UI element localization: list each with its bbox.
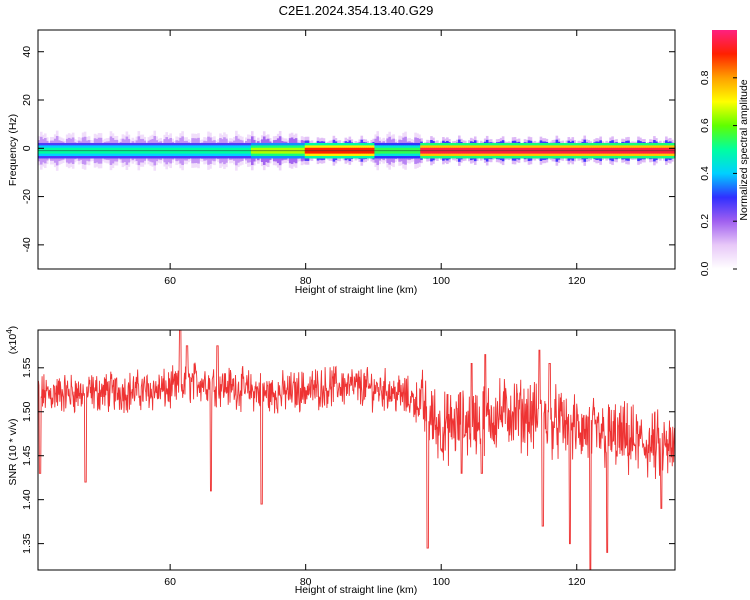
snr-y-tick-label: 1.40	[21, 489, 33, 510]
chart-title: C2E1.2024.354.13.40.G29	[279, 3, 434, 18]
spectrogram-band	[38, 130, 676, 171]
spectrogram-frame	[37, 29, 676, 270]
snr-y-scale-label: (x104)	[5, 326, 19, 354]
colorbar-gradient	[712, 30, 737, 269]
colorbar-tick-label: 0.6	[699, 118, 711, 133]
spectrogram-x-tick-label: 80	[300, 275, 312, 287]
snr-x-tick-label: 100	[432, 576, 450, 588]
spectrogram-panel: 60 80 100 120 40 20 0 -20 -40 Height of straigh…	[7, 29, 676, 296]
snr-y-tick-label: 1.55	[21, 357, 33, 378]
snr-scale-base: (x10	[7, 334, 19, 355]
snr-scale-exponent: 4	[5, 329, 14, 334]
snr-y-tick-label: 1.50	[21, 401, 33, 422]
snr-y-axis-label: SNR (10 * v/v)	[7, 418, 19, 485]
snr-frame	[37, 329, 676, 571]
snr-x-tick-label: 120	[568, 576, 586, 588]
spectrogram-y-tick-label: -20	[21, 189, 33, 204]
colorbar-label: Normalized spectral amplitude	[738, 79, 750, 220]
colorbar-tick-label: 0.0	[699, 262, 711, 277]
colorbar-tick-label: 0.4	[699, 166, 711, 181]
spectrogram-y-tick-label: -40	[21, 237, 33, 252]
spectrogram-x-tick-label: 120	[568, 275, 586, 287]
spectrogram-x-tick-label: 60	[164, 275, 176, 287]
colorbar: 0.0 0.2 0.4 0.6 0.8 Normalized spectral ampl…	[699, 30, 750, 276]
snr-y-tick-label: 1.45	[21, 445, 33, 466]
colorbar-tick-label: 0.8	[699, 70, 711, 85]
spectrogram-y-tick-label: 0	[21, 145, 33, 151]
colorbar-tick-label: 0.2	[699, 214, 711, 229]
snr-x-tick-label: 80	[300, 576, 312, 588]
spectrogram-x-tick-label: 100	[432, 275, 450, 287]
spectrogram-y-axis-label: Frequency (Hz)	[7, 114, 19, 186]
snr-x-tick-label: 60	[164, 576, 176, 588]
spectrogram-x-axis-label: Height of straight line (km)	[295, 284, 418, 296]
spectrogram-y-tick-label: 40	[21, 46, 33, 58]
snr-series-line	[38, 330, 675, 570]
snr-y-tick-label: 1.35	[21, 533, 33, 554]
snr-x-axis-label: Height of straight line (km)	[295, 584, 418, 596]
spectrogram-y-tick-label: 20	[21, 94, 33, 106]
snr-panel: 60 80 100 120 1.35 1.40 1.45 1.50 1.55 Height o…	[5, 326, 676, 596]
